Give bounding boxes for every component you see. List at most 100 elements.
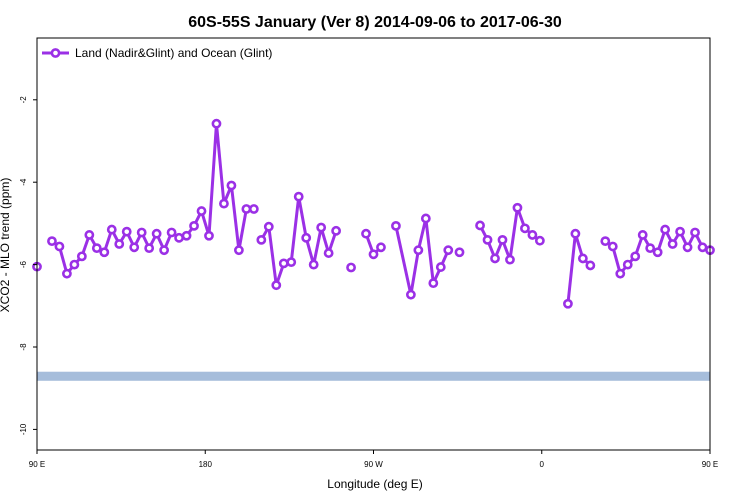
y-tick-label: -6 (19, 260, 28, 268)
data-point (391, 220, 401, 231)
y-axis-ticks: -2 -4 -6 -8 -10 (19, 96, 37, 435)
chart-title: 60S-55S January (Ver 8) 2014-09-06 to 20… (188, 14, 562, 31)
data-point (622, 259, 633, 270)
data-point (570, 228, 581, 239)
legend: Land (Nadir&Glint) and Ocean (Glint) (42, 46, 272, 60)
data-point (233, 245, 244, 256)
data-point (563, 298, 573, 309)
data-point (226, 180, 237, 191)
data-point (293, 191, 304, 202)
y-tick-label: -2 (19, 96, 28, 104)
data-point (490, 253, 500, 264)
series-line (51, 122, 254, 276)
y-axis-label: XCO2 - MLO trend (ppm) (0, 178, 12, 313)
data-point (585, 260, 596, 271)
data-point (69, 259, 80, 270)
data-point (76, 251, 87, 262)
series-line (566, 232, 592, 304)
data-point (286, 257, 297, 268)
data-point (527, 230, 538, 240)
data-point (482, 234, 493, 245)
data-point (435, 262, 446, 272)
data-point (413, 245, 424, 256)
data-point (505, 254, 515, 265)
data-point (497, 234, 508, 245)
data-point (607, 241, 618, 252)
data-point (690, 227, 700, 238)
y-tick-label: -8 (19, 343, 28, 351)
data-point (630, 251, 641, 262)
x-tick-label: 90 W (364, 460, 383, 469)
data-point (368, 249, 379, 260)
data-point (271, 280, 282, 291)
data-point (615, 268, 626, 279)
series-line (394, 216, 450, 297)
data-point (316, 222, 327, 233)
data-point (189, 220, 199, 231)
data-point (323, 248, 334, 258)
reference-band-rect (37, 371, 710, 381)
data-point (667, 239, 678, 249)
data-point (512, 202, 523, 213)
data-point (181, 230, 192, 241)
data-point (454, 247, 465, 258)
y-tick-label: -4 (19, 178, 28, 186)
data-point (106, 224, 117, 235)
data-point (121, 226, 132, 237)
data-point (520, 223, 530, 234)
data-point (308, 259, 319, 270)
data-point (196, 206, 207, 216)
data-point (256, 234, 267, 245)
data-point (54, 241, 65, 252)
data-point (660, 224, 671, 235)
data-point (174, 232, 184, 243)
data-point (637, 230, 648, 240)
data-point (675, 226, 685, 237)
data-point (159, 245, 170, 256)
data-point (600, 236, 611, 247)
data-point (129, 242, 140, 253)
data-point (331, 225, 342, 236)
series-line (260, 195, 338, 287)
data-point (211, 118, 222, 129)
series-layer (32, 118, 715, 309)
legend-label: Land (Nadir&Glint) and Ocean (Glint) (75, 46, 272, 60)
data-point (443, 245, 454, 256)
data-point (166, 227, 177, 238)
data-point (136, 227, 147, 238)
data-point (475, 220, 485, 231)
data-point (84, 230, 95, 240)
data-point (144, 243, 155, 254)
data-point (91, 243, 102, 254)
data-point (346, 262, 356, 273)
data-point (278, 258, 289, 269)
legend-marker (50, 48, 61, 58)
reference-band (37, 371, 710, 381)
data-point (114, 239, 125, 249)
data-point (652, 247, 663, 258)
data-point (241, 204, 252, 214)
data-point (248, 204, 259, 214)
data-point (376, 242, 386, 253)
data-point (697, 242, 708, 253)
y-tick-label: -10 (19, 423, 28, 435)
data-point (405, 289, 416, 300)
data-point (428, 278, 439, 289)
x-tick-label: 180 (199, 460, 213, 469)
data-point (263, 221, 274, 232)
x-axis-label: Longitude (deg E) (327, 477, 422, 491)
data-point (682, 242, 693, 253)
data-point (204, 230, 214, 241)
x-tick-label: 0 (540, 460, 545, 469)
data-point (534, 235, 545, 246)
x-tick-label: 90 E (29, 460, 45, 469)
data-point (577, 253, 588, 264)
data-point (420, 213, 431, 224)
data-point (151, 228, 162, 239)
data-point (47, 236, 57, 247)
data-point (361, 228, 371, 239)
data-point (99, 247, 110, 258)
data-point (62, 268, 72, 279)
